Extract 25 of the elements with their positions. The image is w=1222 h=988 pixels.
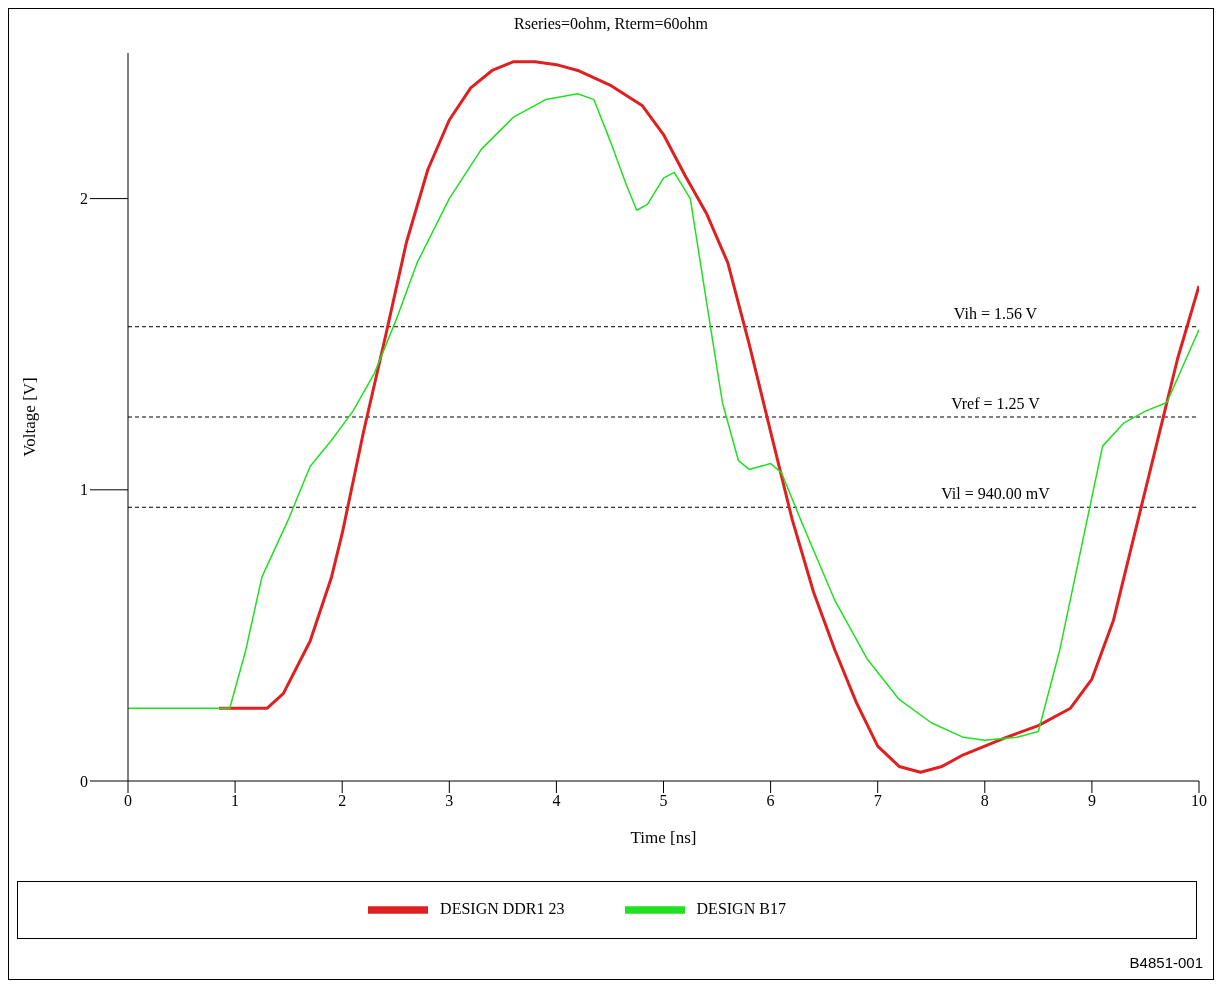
y-axis-title: Voltage [V] [20, 377, 40, 457]
x-axis-title: Time [ns] [630, 828, 697, 848]
ref-line-label: Vih = 1.56 V [953, 304, 1038, 322]
x-tick-label: 0 [124, 792, 132, 810]
line-series [128, 93, 1199, 741]
y-tick-label: 2 [80, 190, 88, 208]
legend-label: DESIGN DDR1 23 [440, 899, 565, 917]
y-tick-label: 1 [80, 481, 88, 499]
x-tick-label: 2 [338, 792, 347, 810]
line-series [217, 60, 1199, 774]
legend-label: DESIGN B17 [696, 899, 786, 917]
text: B4851-001 [1129, 954, 1203, 971]
x-tick-label: 4 [552, 792, 561, 810]
x-tick-label: 8 [980, 792, 989, 810]
ref-line-label: Vref = 1.25 V [951, 395, 1041, 412]
x-tick-label: 5 [659, 792, 668, 810]
x-tick-label: 3 [445, 792, 454, 810]
chart-title: Rseries=0ohm, Rterm=60ohm [513, 15, 709, 33]
x-tick-label: 6 [766, 792, 775, 810]
x-tick-label: 1 [231, 792, 240, 810]
ref-line-label: Vil = 940.00 mV [941, 485, 1051, 503]
y-tick-label: 0 [80, 772, 88, 790]
x-tick-label: 9 [1087, 792, 1096, 810]
x-tick-label: 10 [1191, 792, 1207, 810]
x-tick-label: 7 [873, 792, 882, 810]
